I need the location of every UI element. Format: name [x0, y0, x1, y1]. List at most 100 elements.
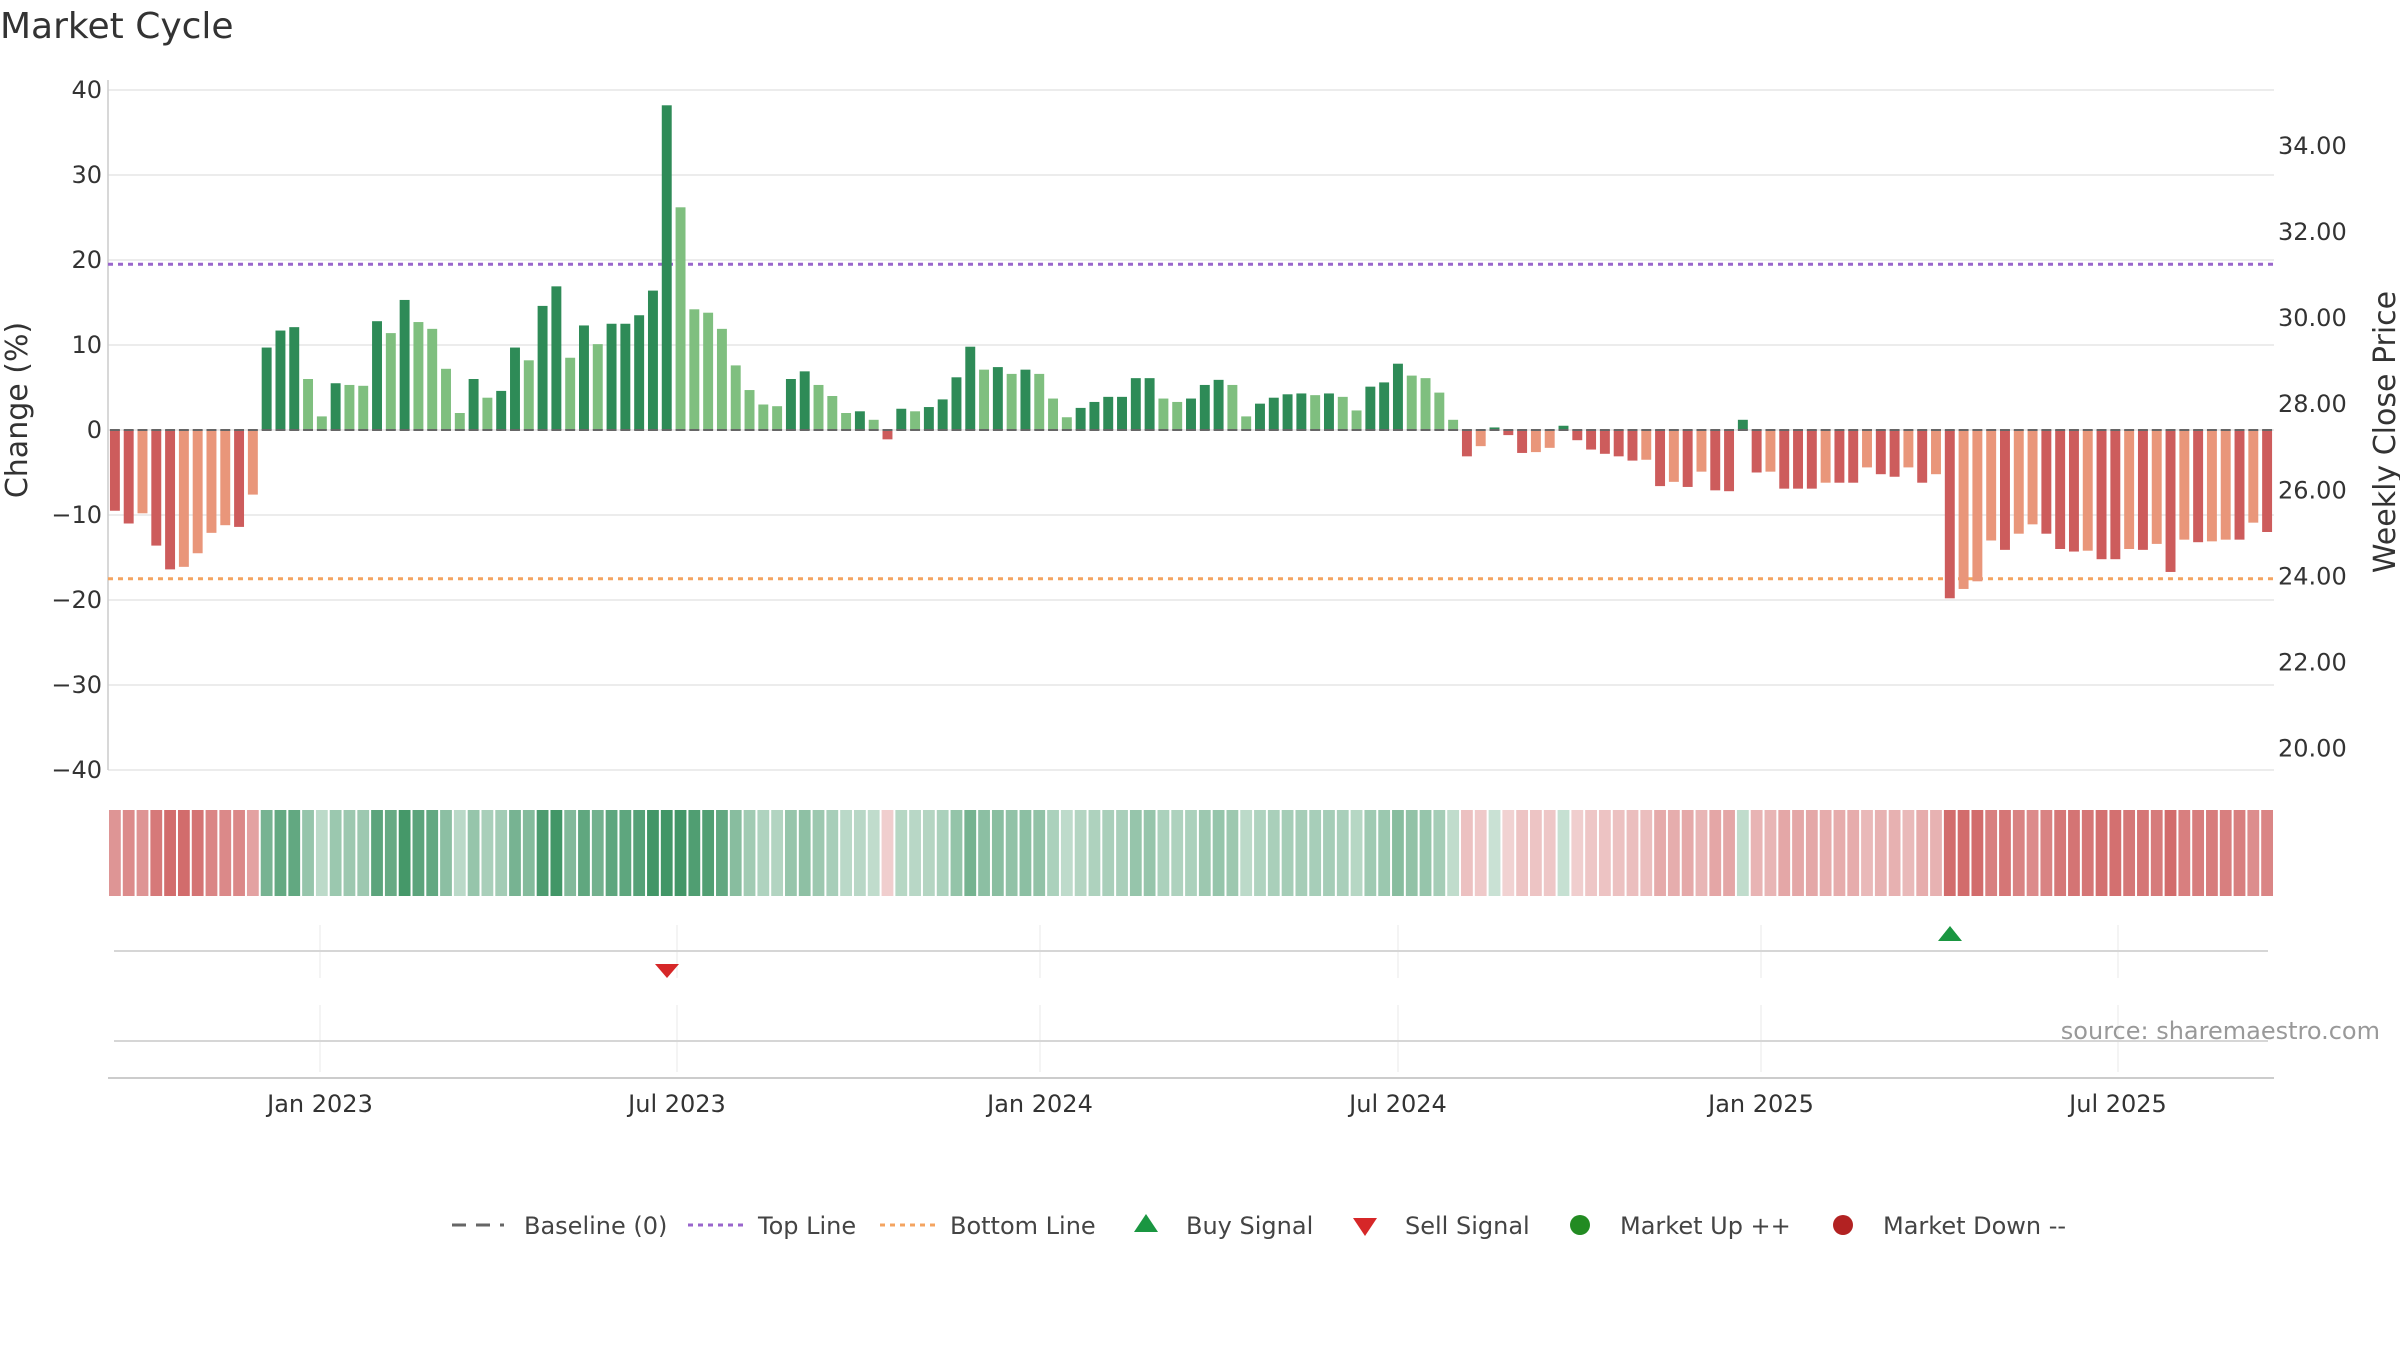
heat-cell	[1129, 810, 1142, 896]
x-tick-label: Jan 2025	[1706, 1090, 1814, 1118]
bar	[1668, 430, 1679, 482]
bar	[1875, 430, 1886, 475]
bar	[2248, 430, 2259, 523]
bar	[1613, 430, 1624, 457]
heat-cell	[136, 810, 149, 896]
heat-cell	[895, 810, 908, 896]
bar	[1986, 430, 1997, 541]
heat-cell	[1019, 810, 1032, 896]
bar	[758, 404, 769, 430]
bar	[1227, 384, 1238, 430]
heat-cell	[619, 810, 632, 896]
heat-cell	[1447, 810, 1460, 896]
bar	[123, 430, 134, 524]
heat-cell	[150, 810, 163, 896]
bar	[1944, 430, 1955, 599]
bar	[1917, 430, 1928, 483]
heat-cell	[371, 810, 383, 896]
heat-cell	[1267, 810, 1280, 896]
bar	[2110, 430, 2121, 560]
heat-cell	[1557, 810, 1570, 896]
y-tick-label: −10	[51, 501, 102, 529]
legend-item: Top Line	[688, 1212, 856, 1240]
heat-cell	[1888, 810, 1901, 896]
heat-cell	[1047, 810, 1059, 896]
bar	[1199, 384, 1210, 430]
bar	[2082, 430, 2093, 551]
bar	[151, 430, 162, 546]
heat-cell	[1088, 810, 1101, 896]
heat-cell	[1226, 810, 1239, 896]
bar	[1489, 427, 1500, 430]
legend-label: Top Line	[757, 1212, 856, 1240]
bar	[868, 419, 879, 430]
x-tick-label: Jul 2023	[626, 1090, 726, 1118]
bar	[1089, 401, 1100, 430]
bar	[537, 305, 548, 430]
heat-cell	[481, 810, 494, 896]
heat-cell	[1626, 810, 1639, 896]
buy-signal-marker	[1938, 926, 1962, 941]
heat-cell	[2192, 810, 2205, 896]
heat-cell	[288, 810, 301, 896]
bar	[1475, 430, 1486, 447]
bar	[1448, 419, 1459, 430]
cycle-heat-strip	[109, 810, 2273, 896]
heat-cell	[1378, 810, 1391, 896]
heat-cell	[1612, 810, 1625, 896]
heat-cell	[1323, 810, 1335, 896]
y-tick-label: −20	[51, 586, 102, 614]
heat-cell	[922, 810, 935, 896]
bar	[703, 312, 714, 430]
heat-cell	[1157, 810, 1170, 896]
bar	[1586, 430, 1597, 450]
y-axis-label: Change (%)	[0, 322, 35, 498]
heat-cell	[315, 810, 328, 896]
heat-cell	[702, 810, 715, 896]
bar	[579, 325, 589, 430]
heat-cell	[412, 810, 425, 896]
bar	[661, 105, 672, 431]
heat-cell	[1364, 810, 1377, 896]
bar	[178, 430, 189, 567]
bar	[634, 315, 645, 430]
bar	[1820, 430, 1831, 483]
bar	[1751, 430, 1762, 473]
bar	[316, 416, 327, 430]
heat-cell	[522, 810, 535, 896]
heat-cell	[1060, 810, 1073, 896]
heat-cell	[2068, 810, 2080, 896]
heat-cell	[1295, 810, 1308, 896]
bar	[206, 430, 217, 533]
heat-cell	[950, 810, 963, 896]
bar	[2193, 430, 2204, 543]
legend-item: Market Up ++	[1570, 1212, 1791, 1240]
heat-cell	[1240, 810, 1253, 896]
bar	[330, 383, 341, 430]
bar	[1117, 396, 1127, 430]
bar	[1213, 379, 1224, 430]
bar	[413, 322, 424, 430]
heat-cell	[1667, 810, 1680, 896]
heat-cell	[1943, 810, 1956, 896]
bar	[896, 408, 907, 430]
heat-cell	[164, 810, 176, 896]
bar	[1048, 398, 1059, 430]
bar	[482, 397, 493, 430]
bar	[2068, 430, 2079, 552]
heat-cell	[1902, 810, 1915, 896]
bar	[1558, 425, 1569, 430]
bar	[1530, 430, 1541, 453]
heat-cell	[398, 810, 411, 896]
heat-cell	[688, 810, 701, 896]
heat-cell	[1750, 810, 1763, 896]
heat-cell	[1571, 810, 1584, 896]
x-tick-label: Jan 2023	[265, 1090, 373, 1118]
bar	[1379, 382, 1390, 430]
heat-cell	[785, 810, 797, 896]
bar	[1779, 430, 1790, 489]
bar	[937, 399, 948, 430]
heat-cell	[1336, 810, 1349, 896]
heat-cell	[1033, 810, 1046, 896]
